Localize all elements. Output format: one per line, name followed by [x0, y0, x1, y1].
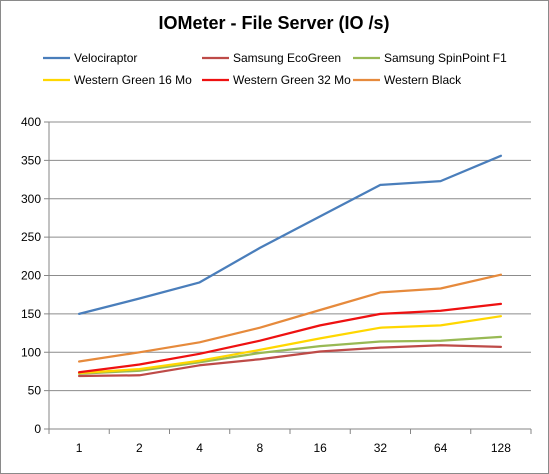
legend-label-samsung-spinpoint-f1: Samsung SpinPoint F1 [384, 51, 507, 65]
y-tick-label: 350 [21, 153, 41, 167]
chart-title: IOMeter - File Server (IO /s) [158, 13, 389, 33]
x-tick-label: 64 [434, 441, 448, 455]
x-tick-label: 2 [136, 441, 143, 455]
y-tick-label: 150 [21, 307, 41, 321]
series-line-samsung-ecogreen [77, 344, 503, 378]
grid [49, 121, 531, 392]
series-line-western-green-16-mo [77, 315, 503, 375]
y-tick-label: 100 [21, 345, 41, 359]
x-tick-label: 32 [374, 441, 388, 455]
series-line-western-green-32-mo [77, 302, 503, 374]
legend-label-western-black: Western Black [384, 73, 462, 87]
x-axis-ticks: 1 2 4 8 16 32 64 128 [76, 441, 511, 455]
x-tick-label: 8 [257, 441, 264, 455]
legend: Velociraptor Samsung EcoGreen Samsung Spin… [43, 51, 507, 87]
axes [44, 121, 532, 434]
y-tick-label: 200 [21, 269, 41, 283]
y-tick-label: 50 [28, 384, 42, 398]
x-tick-label: 128 [491, 441, 511, 455]
y-tick-label: 400 [21, 115, 41, 129]
y-tick-label: 0 [34, 422, 41, 436]
y-tick-label: 250 [21, 230, 41, 244]
legend-label-western-green-32-mo: Western Green 32 Mo [233, 73, 351, 87]
y-tick-label: 300 [21, 192, 41, 206]
x-tick-label: 1 [76, 441, 83, 455]
legend-label-velociraptor: Velociraptor [74, 51, 137, 65]
y-axis-ticks: 0 50 100 150 200 250 300 350 400 [21, 115, 41, 436]
series-line-samsung-spinpoint-f1 [77, 335, 503, 375]
legend-label-western-green-16-mo: Western Green 16 Mo [74, 73, 192, 87]
series-line-western-black [77, 273, 503, 363]
x-tick-label: 4 [196, 441, 203, 455]
x-tick-label: 16 [313, 441, 327, 455]
series-line-velociraptor [77, 154, 503, 316]
legend-label-samsung-ecogreen: Samsung EcoGreen [233, 51, 341, 65]
series-lines [77, 154, 503, 378]
